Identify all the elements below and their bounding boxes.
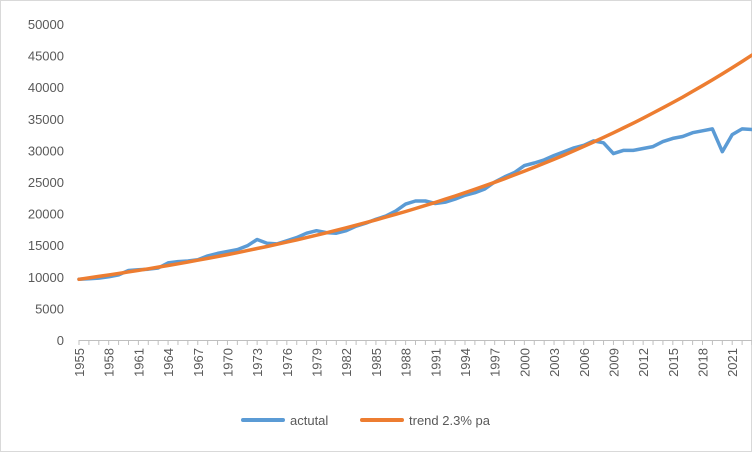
x-tick-label: 1997 [488, 348, 503, 377]
x-tick-label: 2009 [606, 348, 621, 377]
x-tick-label: 1964 [161, 348, 176, 377]
legend: actutal trend 2.3% pa [241, 413, 491, 428]
x-tick-label: 1958 [102, 348, 117, 377]
x-tick-label: 2015 [666, 348, 681, 377]
legend-label-actual: actutal [290, 413, 328, 428]
y-tick-label: 15000 [28, 238, 64, 253]
x-axis: 1955 1958 1961 1964 1967 1970 1973 1976 1979 1982… [72, 340, 752, 377]
x-tick-label: 1979 [310, 348, 325, 377]
x-tick-label: 1976 [280, 348, 295, 377]
x-tick-label: 1991 [428, 348, 443, 377]
x-tick-label: 1982 [339, 348, 354, 377]
y-tick-label: 40000 [28, 80, 64, 95]
series-layer [77, 53, 752, 282]
x-tick-label: 1994 [458, 348, 473, 377]
x-tick-label: 2018 [696, 348, 711, 377]
x-tick-label: 1970 [220, 348, 235, 377]
x-tick-label: 1955 [72, 348, 87, 377]
series-line-trend [77, 53, 752, 282]
x-tick-label: 1973 [250, 348, 265, 377]
x-tick-label: 2021 [725, 348, 740, 377]
x-tick-label: 2006 [577, 348, 592, 377]
y-tick-label: 0 [57, 333, 64, 348]
y-axis: 0 5000 10000 15000 20000 25000 30000 35000 40000… [28, 17, 64, 348]
y-tick-label: 30000 [28, 143, 64, 158]
y-tick-label: 45000 [28, 49, 64, 64]
x-tick-label: 2003 [547, 348, 562, 377]
x-tick-label: 1961 [131, 348, 146, 377]
x-tick-label: 2012 [636, 348, 651, 377]
x-tick-label: 1967 [191, 348, 206, 377]
y-tick-label: 10000 [28, 270, 64, 285]
legend-label-trend: trend 2.3% pa [409, 413, 491, 428]
y-tick-label: 20000 [28, 207, 64, 222]
x-tick-label: 2000 [517, 348, 532, 377]
x-tick-label: 1985 [369, 348, 384, 377]
y-tick-label: 50000 [28, 17, 64, 32]
y-tick-label: 35000 [28, 112, 64, 127]
y-tick-label: 25000 [28, 175, 64, 190]
y-tick-label: 5000 [35, 301, 64, 316]
x-tick-label: 1988 [399, 348, 414, 377]
